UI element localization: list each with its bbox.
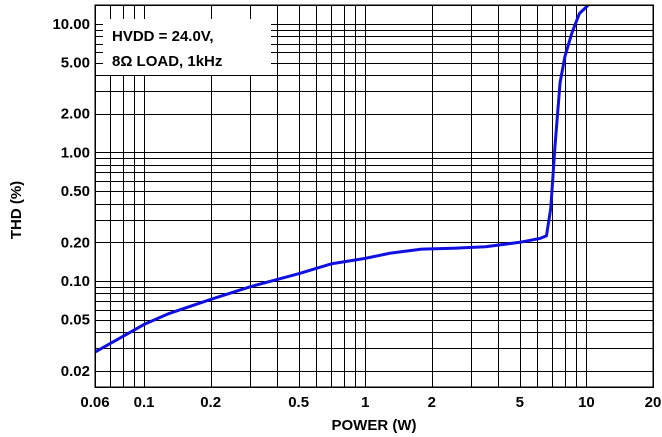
x-tick-label: 0.1 [134, 394, 155, 411]
thd-series-line [95, 5, 590, 354]
y-tick-label: 0.02 [61, 363, 90, 380]
y-tick-label: 0.05 [61, 312, 90, 329]
y-tick-label: 1.00 [61, 144, 90, 161]
annotation: HVDD = 24.0V, 8Ω LOAD, 1kHz [103, 19, 271, 75]
y-tick-label: 2.00 [61, 106, 90, 123]
x-tick-label: 0.5 [288, 394, 309, 411]
annotation-line-1: HVDD = 24.0V, [112, 28, 214, 45]
y-tick-label: 0.10 [61, 273, 90, 290]
x-tick-label: 0.2 [200, 394, 221, 411]
x-tick-label: 2 [428, 394, 436, 411]
x-tick-label: 5 [516, 394, 524, 411]
annotation-box [103, 19, 271, 75]
thd-curve-layer [95, 5, 590, 354]
y-tick-label: 10.00 [52, 16, 90, 33]
annotation-line-2: 8Ω LOAD, 1kHz [112, 53, 222, 70]
x-tick-label: 10 [578, 394, 595, 411]
x-axis-ticks: 0.06 0.1 0.2 0.5 1 2 5 10 20 [80, 394, 661, 411]
y-tick-label: 0.20 [61, 234, 90, 251]
x-axis-title: POWER (W) [332, 417, 417, 434]
y-axis-ticks: 0.02 0.05 0.10 0.20 0.50 1.00 2.00 5.00 10.00 [52, 16, 90, 380]
y-tick-label: 5.00 [61, 55, 90, 72]
x-tick-label: 0.06 [80, 394, 109, 411]
y-axis-title: THD (%) [8, 181, 25, 239]
y-tick-label: 0.50 [61, 183, 90, 200]
x-tick-label: 1 [361, 394, 369, 411]
plot-frame [94, 4, 654, 388]
x-tick-label: 20 [645, 394, 662, 411]
